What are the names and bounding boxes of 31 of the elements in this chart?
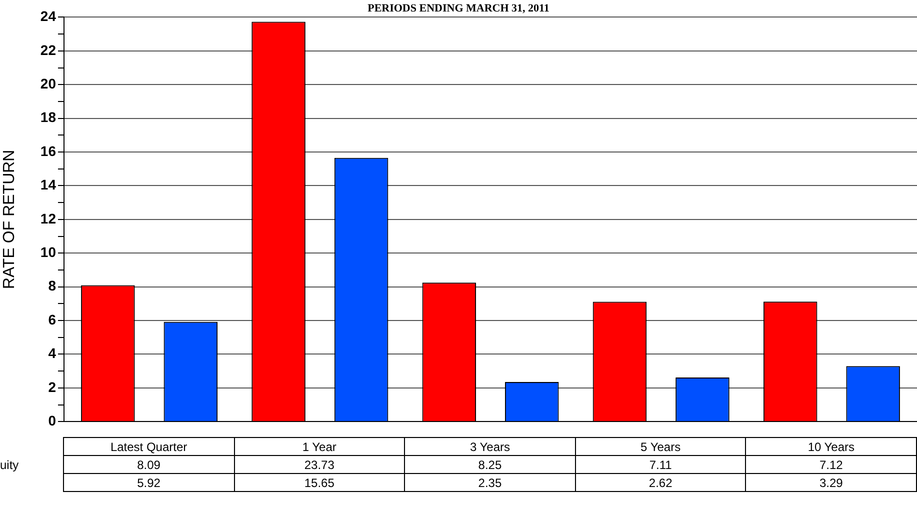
y-tick-label: 16 <box>40 142 56 159</box>
x-tick-label: Latest Quarter <box>64 438 234 456</box>
data-label: 7.12 <box>746 456 916 474</box>
data-label: 2.62 <box>575 474 746 492</box>
y-tick-label: 24 <box>40 8 56 24</box>
data-label: 7.11 <box>575 456 746 474</box>
x-tick-label: 10 Years <box>746 438 916 456</box>
y-tick-label: 12 <box>40 210 56 226</box>
x-tick-label: 1 Year <box>234 438 405 456</box>
data-label: 2.35 <box>404 474 576 492</box>
data-label: 15.65 <box>234 474 405 492</box>
y-tick-label: 2 <box>48 378 56 395</box>
y-tick-label: 8 <box>48 278 56 294</box>
chart-subtitle: PERIODS ENDING MARCH 31, 2011 <box>368 2 550 14</box>
x-tick-label: 3 Years <box>404 438 576 456</box>
y-tick-label: 4 <box>48 345 56 362</box>
data-label: 3.29 <box>746 474 916 492</box>
y-tick-label: 10 <box>40 244 56 260</box>
data-label: 23.73 <box>234 456 405 474</box>
y-tick-label: 6 <box>48 311 56 328</box>
x-tick-label: 5 Years <box>575 438 746 456</box>
y-tick-label: 0 <box>48 412 56 428</box>
y-tick-label: 18 <box>40 109 56 126</box>
data-label: 8.09 <box>64 456 234 474</box>
data-label: 5.92 <box>64 474 234 492</box>
text: uity <box>0 456 20 474</box>
y-tick-label: 14 <box>40 176 56 193</box>
y-tick-label: 20 <box>40 75 56 92</box>
data-label: 8.25 <box>404 456 576 474</box>
y-tick-label: 22 <box>40 42 56 58</box>
y-axis-title: RATE OF RETURN <box>1 150 18 290</box>
